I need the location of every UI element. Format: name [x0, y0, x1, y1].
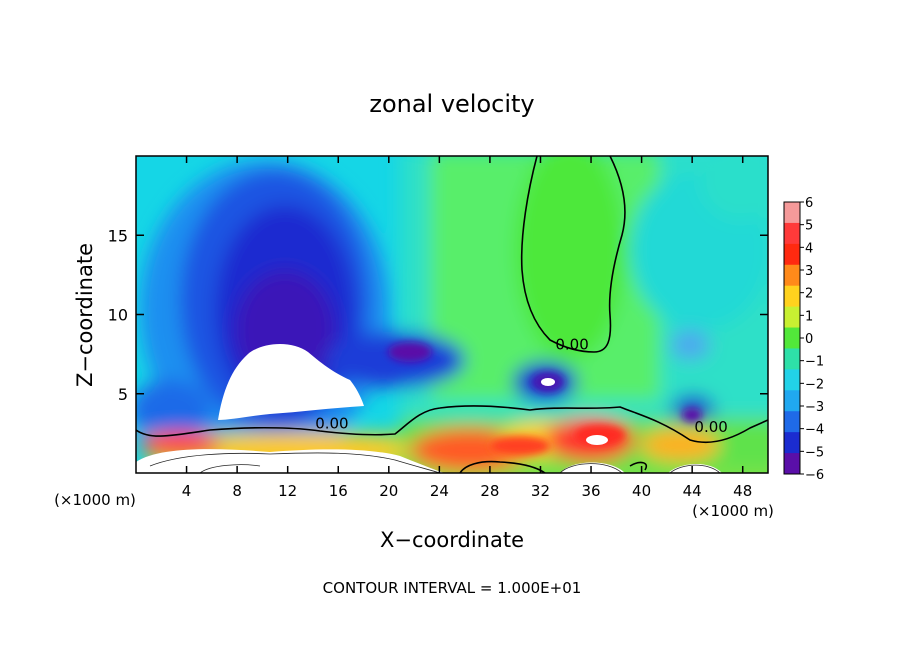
x-tick-label: 24: [430, 482, 449, 500]
colorbar-swatch: [784, 453, 800, 475]
colorbar-swatch: [784, 390, 800, 412]
colorbar-tick-label: −6: [805, 468, 824, 483]
y-tick-label: 10: [108, 306, 128, 325]
contour-label: 0.00: [694, 418, 727, 436]
x-axis: 4 8 12 16 20 24 28 32 36 40 44 48: [182, 156, 752, 500]
colorbar-tick-label: 1: [805, 309, 813, 324]
x-unit-left: (×1000 m): [54, 491, 136, 509]
colorbar-tick-label: −3: [805, 400, 824, 415]
colorbar-swatch: [784, 285, 800, 308]
colorbar-tick-label: 3: [805, 264, 813, 279]
chart-title: zonal velocity: [369, 90, 534, 118]
x-tick-label: 36: [581, 482, 600, 500]
contour-label: 0.00: [315, 415, 348, 433]
y-tick-label: 15: [108, 226, 128, 245]
x-tick-label: 32: [531, 482, 550, 500]
x-tick-label: 40: [632, 482, 651, 500]
colorbar-swatch: [784, 306, 800, 329]
colorbar-tick-label: −1: [805, 355, 824, 370]
contour-label: 0.00: [555, 335, 588, 353]
colorbar-tick-label: −2: [805, 377, 824, 392]
y-axis: 5 10 15: [108, 226, 768, 404]
colorbar-tick-label: 0: [805, 332, 813, 347]
contour-interval-note: CONTOUR INTERVAL = 1.000E+01: [323, 579, 582, 597]
x-tick-label: 44: [683, 482, 702, 500]
colorbar-swatch: [784, 222, 800, 245]
x-tick-label: 4: [182, 482, 192, 500]
colorbar-swatch: [784, 348, 800, 370]
x-tick-label: 12: [278, 482, 297, 500]
colorbar-tick-label: 5: [805, 219, 813, 234]
colorbar-swatch: [784, 432, 800, 454]
colorbar-swatch: [784, 264, 800, 287]
x-tick-label: 48: [733, 482, 752, 500]
colorbar-tick-label: −4: [805, 423, 824, 438]
x-tick-label: 16: [329, 482, 348, 500]
colorbar-swatch: [784, 243, 800, 266]
x-unit-right: (×1000 m): [692, 502, 774, 520]
x-tick-label: 8: [232, 482, 242, 500]
colorbar-tick-label: 4: [805, 241, 813, 256]
contour-lines: [136, 156, 768, 473]
colorbar-tick-label: 6: [805, 196, 813, 211]
colorbar-tick-label: 2: [805, 287, 813, 302]
x-tick-label: 20: [379, 482, 398, 500]
colorbar-swatch: [784, 202, 800, 224]
masked-region: [218, 343, 364, 420]
x-axis-label: X−coordinate: [380, 528, 524, 552]
colorbar: 6 5 4 3 2 1 0 −1 −2 −3 −4 −5 −6: [783, 196, 824, 483]
x-tick-label: 28: [480, 482, 499, 500]
colorbar-swatch: [784, 411, 800, 433]
plot-area: 0.00 0.00 0.00: [136, 156, 768, 473]
colorbar-swatch: [784, 327, 800, 349]
colorbar-tick-label: −5: [805, 445, 824, 460]
colorbar-swatch: [784, 369, 800, 391]
y-axis-label: Z−coordinate: [73, 243, 97, 387]
y-tick-label: 5: [118, 385, 128, 404]
